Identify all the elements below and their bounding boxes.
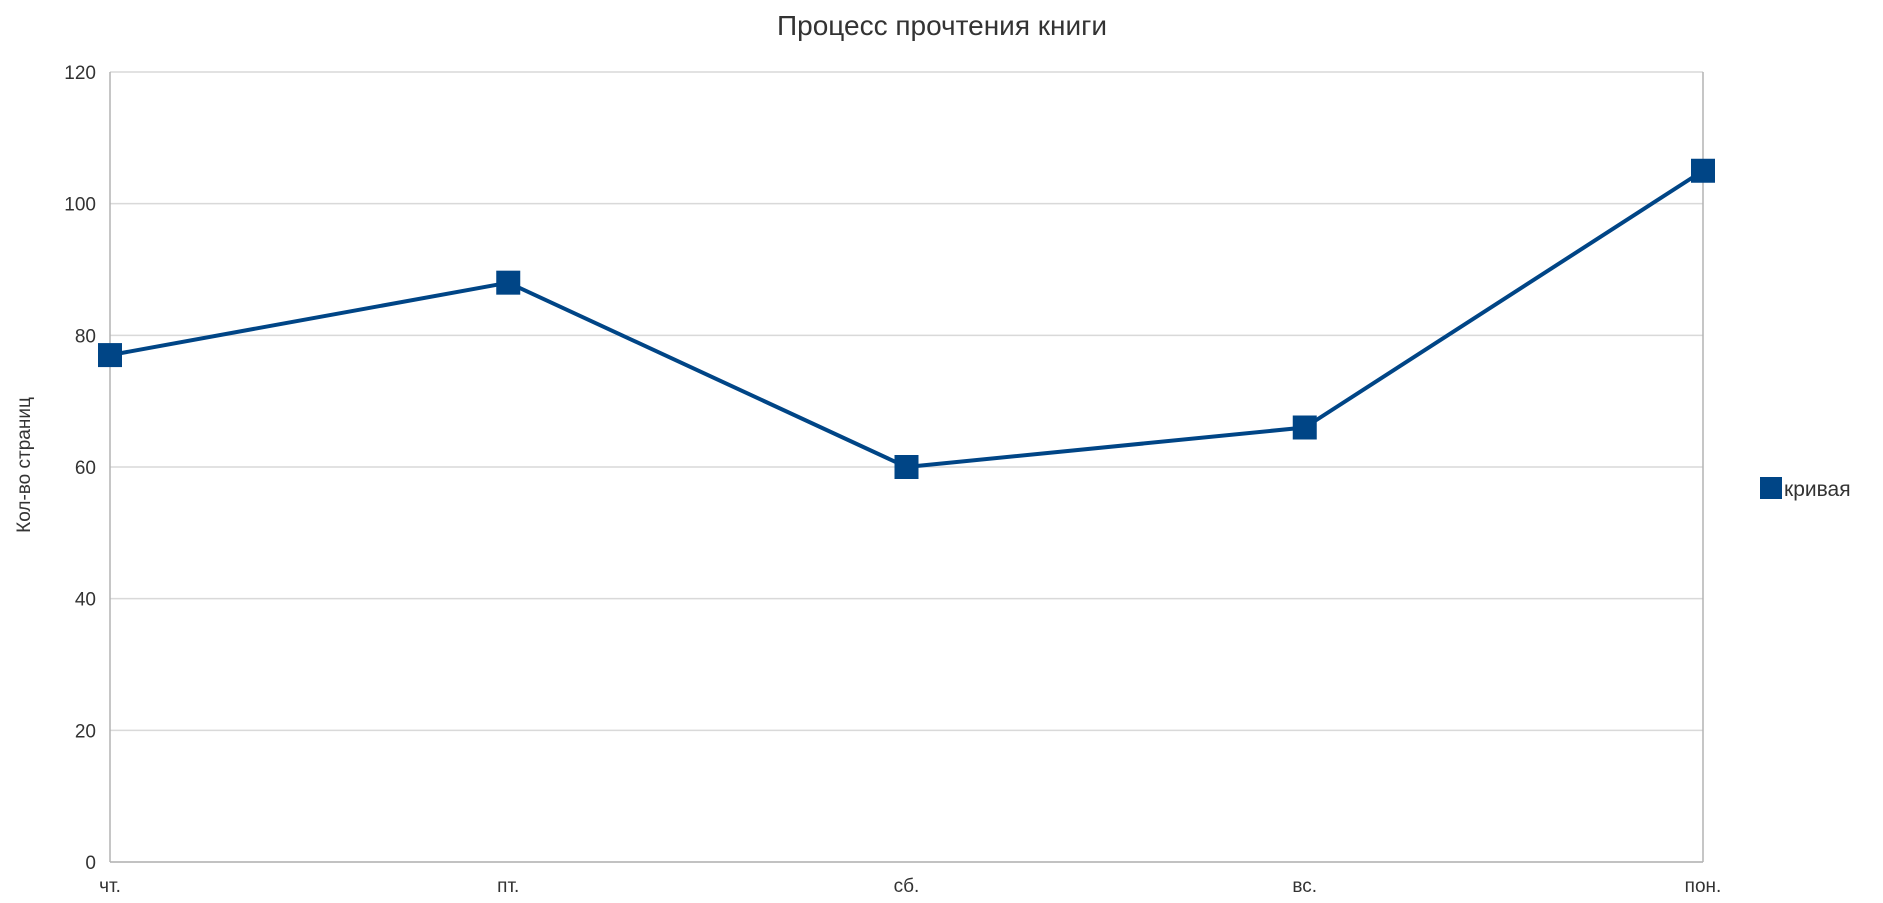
- legend: кривая: [1760, 477, 1851, 501]
- axes: [109, 72, 1704, 863]
- x-tick-labels: чт. пт. сб. вс. пон.: [99, 876, 1721, 897]
- x-tick-label: сб.: [894, 876, 920, 897]
- x-tick-label: чт.: [99, 876, 121, 897]
- chart-title: Процесс прочтения книги: [777, 10, 1107, 41]
- data-points: [98, 158, 1715, 479]
- data-point: [98, 343, 122, 368]
- x-tick-label: вс.: [1292, 876, 1317, 897]
- y-tick-label: 120: [64, 63, 96, 84]
- y-tick-labels: 0 20 40 60 80 100 120: [64, 63, 96, 874]
- y-tick-label: 100: [64, 195, 96, 216]
- y-tick-label: 60: [75, 458, 96, 479]
- legend-swatch: [1760, 477, 1782, 499]
- legend-label: кривая: [1784, 478, 1851, 501]
- y-tick-label: 0: [85, 853, 96, 874]
- y-tick-label: 80: [75, 326, 96, 347]
- data-point: [1292, 415, 1317, 440]
- data-point: [496, 270, 521, 295]
- y-axis-label: Кол-во страниц: [14, 397, 35, 533]
- series-line-path: [109, 169, 1705, 469]
- x-tick-label: пт.: [497, 876, 519, 897]
- data-point: [1691, 158, 1715, 183]
- series-line: [109, 169, 1705, 469]
- y-tick-label: 40: [75, 590, 96, 611]
- data-point: [894, 455, 919, 479]
- y-tick-label: 20: [75, 721, 96, 742]
- gridlines: [110, 71, 1703, 863]
- x-tick-label: пон.: [1685, 876, 1722, 897]
